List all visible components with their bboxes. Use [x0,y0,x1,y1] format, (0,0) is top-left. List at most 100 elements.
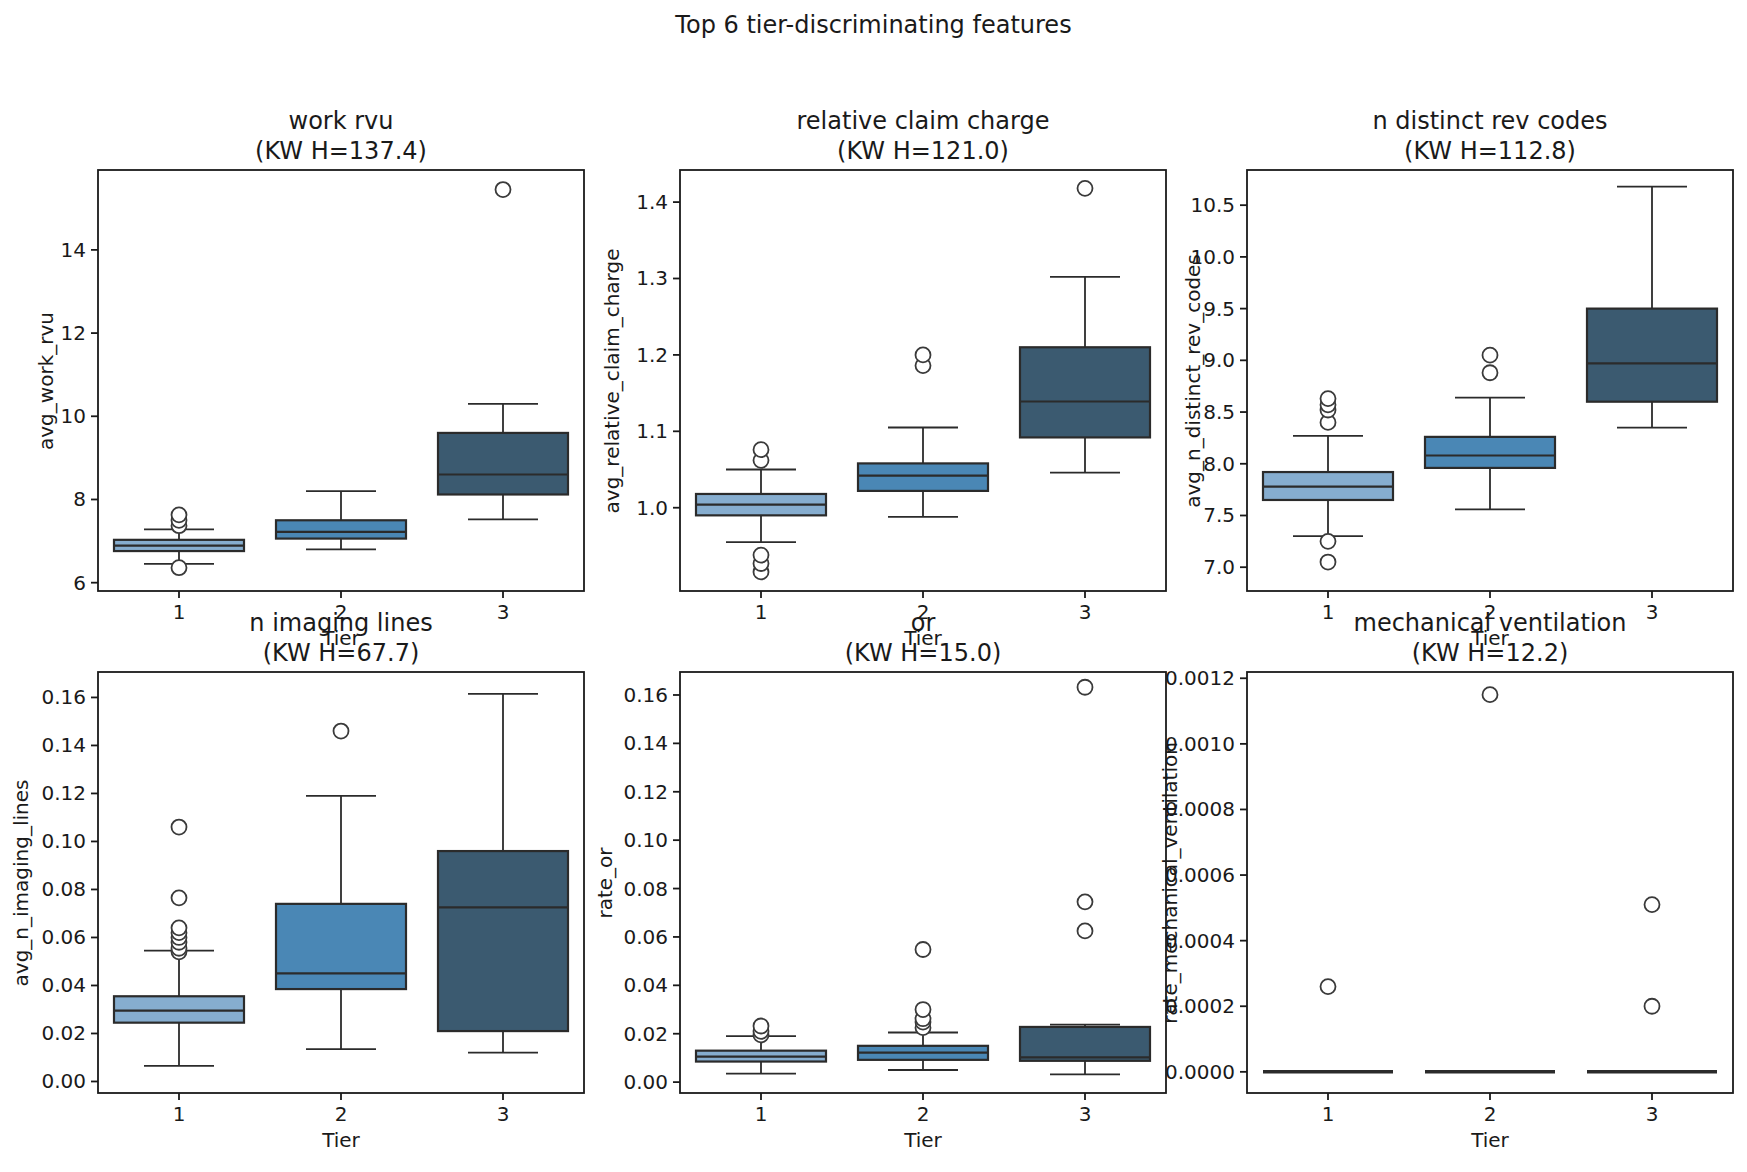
y-tick-label: 0.12 [2,780,86,806]
subplot-title: work rvu (KW H=137.4) [98,106,584,166]
y-tick-label: 0.0008 [1151,796,1235,822]
outlier-point [916,1002,931,1017]
x-axis-label: Tier [98,1127,584,1153]
outlier-point [172,560,187,575]
y-tick-label: 0.00 [2,1068,86,1094]
boxplot-canvas [664,166,1172,611]
box-tier-3 [1587,309,1717,402]
subplot-title: relative claim charge (KW H=121.0) [680,106,1166,166]
outlier-point [1483,365,1498,380]
y-tick-label: 0.12 [584,779,668,805]
subplot-title-text: or [680,608,1166,638]
y-tick-label: 0.0000 [1151,1059,1235,1085]
y-tick-label: 0.00 [584,1069,668,1095]
y-tick-label: 0.10 [2,828,86,854]
y-tick-label: 0.16 [584,682,668,708]
subplot-title: or (KW H=15.0) [680,608,1166,668]
outlier-point [1321,555,1336,570]
box-tier-3 [1020,1027,1150,1061]
outlier-point [172,820,187,835]
outlier-point [1078,181,1093,196]
boxplot-canvas [82,166,590,611]
outlier-point [1078,894,1093,909]
y-tick-label: 9.5 [1151,296,1235,322]
y-tick-label: 0.0010 [1151,731,1235,757]
y-tick-label: 0.08 [584,876,668,902]
outlier-point [172,920,187,935]
boxplot-canvas [1231,668,1739,1113]
box-tier-1 [114,996,244,1022]
boxplot-canvas [82,668,590,1113]
y-tick-label: 9.0 [1151,347,1235,373]
subplot-title-text: relative claim charge [680,106,1166,136]
box-tier-2 [276,520,406,538]
outlier-point [916,942,931,957]
y-tick-label: 0.0004 [1151,928,1235,954]
boxplot-canvas [1231,166,1739,611]
y-tick-label: 0.08 [2,876,86,902]
axes-frame [1247,672,1733,1093]
y-tick-label: 8.5 [1151,399,1235,425]
boxplot-canvas [664,668,1172,1113]
outlier-point [1483,348,1498,363]
y-tick-label: 1.3 [584,265,668,291]
subplot-kw-stat: (KW H=112.8) [1247,136,1733,166]
subplot-title: mechanical ventilation (KW H=12.2) [1247,608,1733,668]
y-tick-label: 7.0 [1151,554,1235,580]
box-tier-2 [858,463,988,491]
y-tick-label: 10.5 [1151,192,1235,218]
outlier-point [916,347,931,362]
subplot-kw-stat: (KW H=121.0) [680,136,1166,166]
y-tick-label: 0.02 [584,1021,668,1047]
y-tick-label: 0.02 [2,1020,86,1046]
y-tick-label: 0.10 [584,827,668,853]
box-tier-2 [276,904,406,989]
outlier-point [754,1018,769,1033]
y-tick-label: 0.16 [2,684,86,710]
subplot-kw-stat: (KW H=15.0) [680,638,1166,668]
subplot-kw-stat: (KW H=137.4) [98,136,584,166]
outlier-point [496,182,511,197]
box-tier-3 [438,851,568,1031]
figure-title: Top 6 tier-discriminating features [0,10,1747,40]
y-tick-label: 0.06 [584,924,668,950]
subplot-kw-stat: (KW H=67.7) [98,638,584,668]
y-tick-label: 0.04 [584,972,668,998]
box-tier-2 [1425,437,1555,468]
y-tick-label: 0.0012 [1151,665,1235,691]
subplot-title-text: work rvu [98,106,584,136]
y-tick-label: 7.5 [1151,502,1235,528]
y-tick-label: 1.4 [584,189,668,215]
outlier-point [1645,897,1660,912]
outlier-point [172,507,187,522]
figure: Top 6 tier-discriminating features work … [0,0,1747,1172]
subplot-kw-stat: (KW H=12.2) [1247,638,1733,668]
y-tick-label: 8.0 [1151,451,1235,477]
y-tick-label: 0.14 [2,732,86,758]
y-tick-label: 1.2 [584,342,668,368]
y-tick-label: 14 [2,237,86,263]
outlier-point [172,890,187,905]
subplot-title: n imaging lines (KW H=67.7) [98,608,584,668]
subplot-title: n distinct rev codes (KW H=112.8) [1247,106,1733,166]
y-tick-label: 1.1 [584,418,668,444]
subplot-title-text: n imaging lines [98,608,584,638]
y-tick-label: 0.0006 [1151,862,1235,888]
outlier-point [754,548,769,563]
box-tier-3 [438,433,568,495]
outlier-point [1483,687,1498,702]
y-tick-label: 0.06 [2,924,86,950]
y-tick-label: 10 [2,403,86,429]
y-tick-label: 0.04 [2,972,86,998]
y-tick-label: 0.0002 [1151,993,1235,1019]
outlier-point [754,442,769,457]
y-tick-label: 12 [2,320,86,346]
outlier-point [1321,534,1336,549]
y-tick-label: 1.0 [584,495,668,521]
y-tick-label: 8 [2,486,86,512]
box-tier-3 [1020,347,1150,437]
x-axis-label: Tier [1247,1127,1733,1153]
outlier-point [334,724,349,739]
subplot-title-text: n distinct rev codes [1247,106,1733,136]
outlier-point [1645,999,1660,1014]
